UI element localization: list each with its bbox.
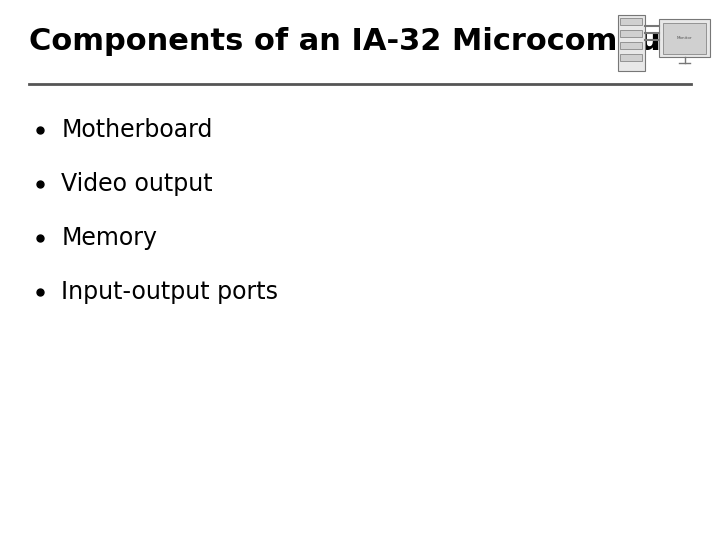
Bar	[621, 54, 642, 60]
Text: Memory: Memory	[61, 226, 157, 249]
Bar	[621, 18, 642, 25]
Bar	[660, 18, 710, 57]
Text: Video output: Video output	[61, 172, 213, 195]
Bar	[621, 30, 642, 37]
Text: Components of an IA-32 Microcomputer: Components of an IA-32 Microcomputer	[29, 27, 711, 56]
Text: Motherboard: Motherboard	[61, 118, 212, 141]
Bar	[618, 15, 645, 71]
Text: Input-output ports: Input-output ports	[61, 280, 278, 303]
Text: Monitor: Monitor	[677, 36, 693, 40]
Bar	[621, 42, 642, 49]
Bar	[663, 23, 706, 55]
